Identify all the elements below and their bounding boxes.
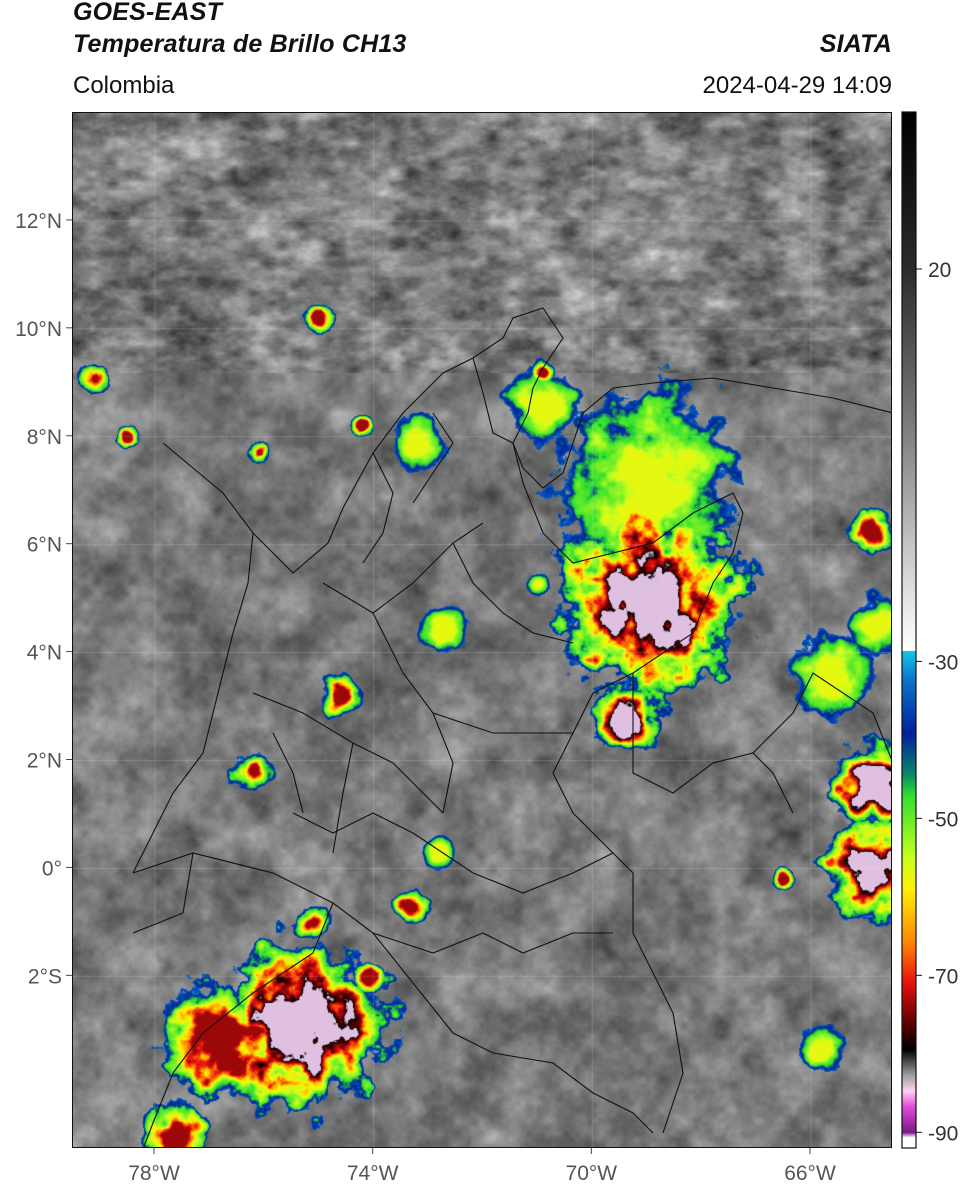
- region-label: Colombia: [73, 72, 175, 99]
- lon-label: 78°W: [128, 1162, 180, 1185]
- border-line: [372, 522, 484, 614]
- lat-label: 6°N: [27, 534, 62, 557]
- agency-label: SIATA: [819, 30, 892, 58]
- border-line: [432, 712, 573, 734]
- border-line: [292, 812, 414, 834]
- colorbar-tick-label: 20: [928, 259, 951, 282]
- border-line: [362, 452, 394, 564]
- border-line: [452, 542, 574, 644]
- datetime-label: 2024-04-29 14:09: [702, 72, 893, 99]
- border-line: [162, 307, 891, 574]
- border-line: [372, 932, 484, 954]
- lat-label: 8°N: [27, 426, 62, 449]
- border-line: [272, 732, 304, 814]
- brightness-temperature-imagery: [73, 113, 891, 1147]
- colorbar-tick-label: -50: [928, 808, 958, 831]
- border-line: [132, 852, 194, 934]
- title-product: Temperatura de Brillo CH13: [73, 30, 407, 58]
- colorbar-tick-label: -30: [928, 651, 958, 674]
- colorbar-tick-label: -90: [928, 1122, 958, 1145]
- map-borders: [132, 307, 891, 1147]
- lat-label: 4°N: [27, 642, 62, 665]
- lon-label: 74°W: [347, 1162, 399, 1185]
- lat-label: 2°N: [27, 750, 62, 773]
- border-line: [132, 852, 654, 1134]
- lat-label: 12°N: [15, 210, 62, 233]
- border-line: [322, 582, 454, 814]
- lon-label: 70°W: [566, 1162, 618, 1185]
- title-satellite: GOES-EAST: [73, 0, 223, 26]
- border-line: [752, 672, 891, 760]
- border-line: [332, 742, 354, 854]
- border-line: [512, 442, 744, 774]
- border-line: [482, 932, 613, 954]
- border-line: [472, 357, 514, 444]
- satellite-map: [72, 112, 892, 1148]
- border-line: [252, 692, 444, 814]
- colorbar: [901, 111, 917, 1149]
- lon-label: 66°W: [784, 1162, 836, 1185]
- border-line: [552, 772, 684, 1134]
- border-line: [132, 532, 254, 874]
- border-line: [632, 673, 794, 814]
- border-line: [143, 902, 334, 1147]
- lat-label: 2°S: [28, 965, 62, 988]
- lat-label: 10°N: [15, 318, 62, 341]
- border-line: [412, 832, 614, 894]
- colorbar-tick-label: -70: [928, 965, 958, 988]
- border-line: [412, 412, 454, 504]
- lat-label: 0°: [42, 857, 62, 880]
